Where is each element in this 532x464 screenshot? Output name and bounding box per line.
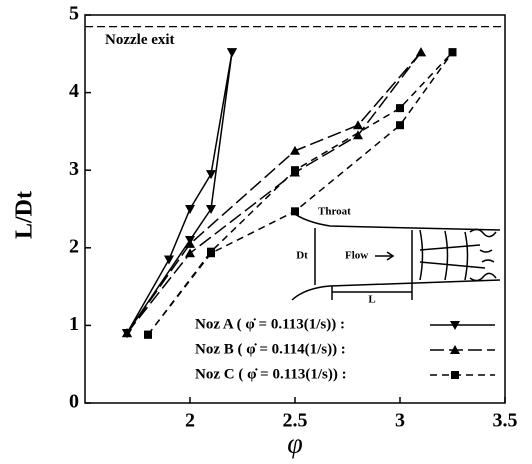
marker <box>144 330 152 339</box>
y-axis-label: L/Dt <box>12 191 38 239</box>
marker <box>291 166 299 175</box>
marker <box>185 205 195 214</box>
series-line <box>126 52 233 334</box>
marker <box>164 255 174 265</box>
annotation: Throat <box>318 206 351 218</box>
shock-structure <box>419 229 486 281</box>
marker <box>353 120 363 130</box>
y-tick-label: 5 <box>69 3 79 25</box>
legend-label: Noz C ( φ̇ = 0.113(1/s)) : <box>195 366 347 382</box>
y-tick-label: 0 <box>69 391 79 413</box>
annotation: Dt <box>296 250 308 262</box>
marker <box>207 249 215 258</box>
annotation: L <box>368 294 375 306</box>
y-tick-label: 1 <box>69 313 79 335</box>
x-tick-label: 2 <box>185 410 195 432</box>
marker <box>227 48 237 58</box>
flow-arrow <box>386 251 395 261</box>
y-tick-label: 3 <box>69 158 79 180</box>
marker <box>448 48 457 57</box>
marker <box>185 238 195 248</box>
x-tick-label: 3.5 <box>493 410 518 432</box>
nozzle-wall <box>291 279 501 301</box>
y-tick-label: 2 <box>69 235 79 257</box>
nozzle-diagram <box>291 211 501 301</box>
marker <box>353 130 363 140</box>
reference-label: Nozzle exit <box>105 32 175 48</box>
marker <box>206 170 216 180</box>
legend-marker <box>451 371 459 379</box>
marker <box>396 121 404 130</box>
x-tick-label: 3 <box>395 410 405 432</box>
marker <box>122 328 132 338</box>
legend-marker <box>450 345 460 354</box>
legend-label: Noz B ( φ̇ = 0.114(1/s)) : <box>195 341 346 357</box>
marker <box>291 207 299 216</box>
marker <box>185 248 195 258</box>
marker <box>416 47 426 57</box>
marker <box>206 205 216 214</box>
x-tick-label: 2.5 <box>283 410 308 432</box>
x-axis-label: φ <box>287 428 303 459</box>
annotation: Flow <box>345 250 368 262</box>
separation <box>469 228 497 282</box>
legend-marker <box>450 321 460 330</box>
series-line <box>126 51 422 334</box>
y-tick-label: 4 <box>69 80 79 102</box>
marker <box>396 104 404 113</box>
marker <box>290 145 300 155</box>
legend-label: Noz A ( φ̇ = 0.113(1/s)) : <box>195 316 345 332</box>
